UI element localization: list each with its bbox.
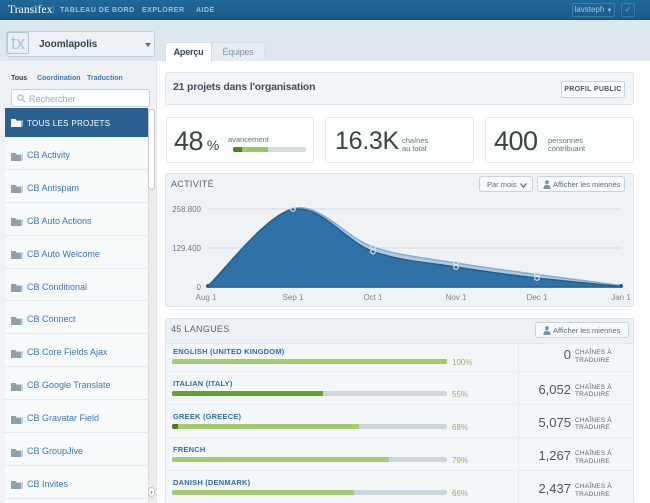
svg-text:0: 0 (197, 283, 202, 292)
svg-text:Sep 1: Sep 1 (283, 293, 304, 302)
svg-text:Nov 1: Nov 1 (446, 293, 467, 302)
svg-text:129.400: 129.400 (172, 244, 201, 253)
svg-text:Aug 1: Aug 1 (196, 293, 217, 302)
svg-text:Oct 1: Oct 1 (363, 293, 383, 302)
svg-text:Dec 1: Dec 1 (527, 293, 548, 302)
svg-text:Jan 1: Jan 1 (611, 293, 631, 302)
svg-text:258.800: 258.800 (172, 205, 201, 214)
